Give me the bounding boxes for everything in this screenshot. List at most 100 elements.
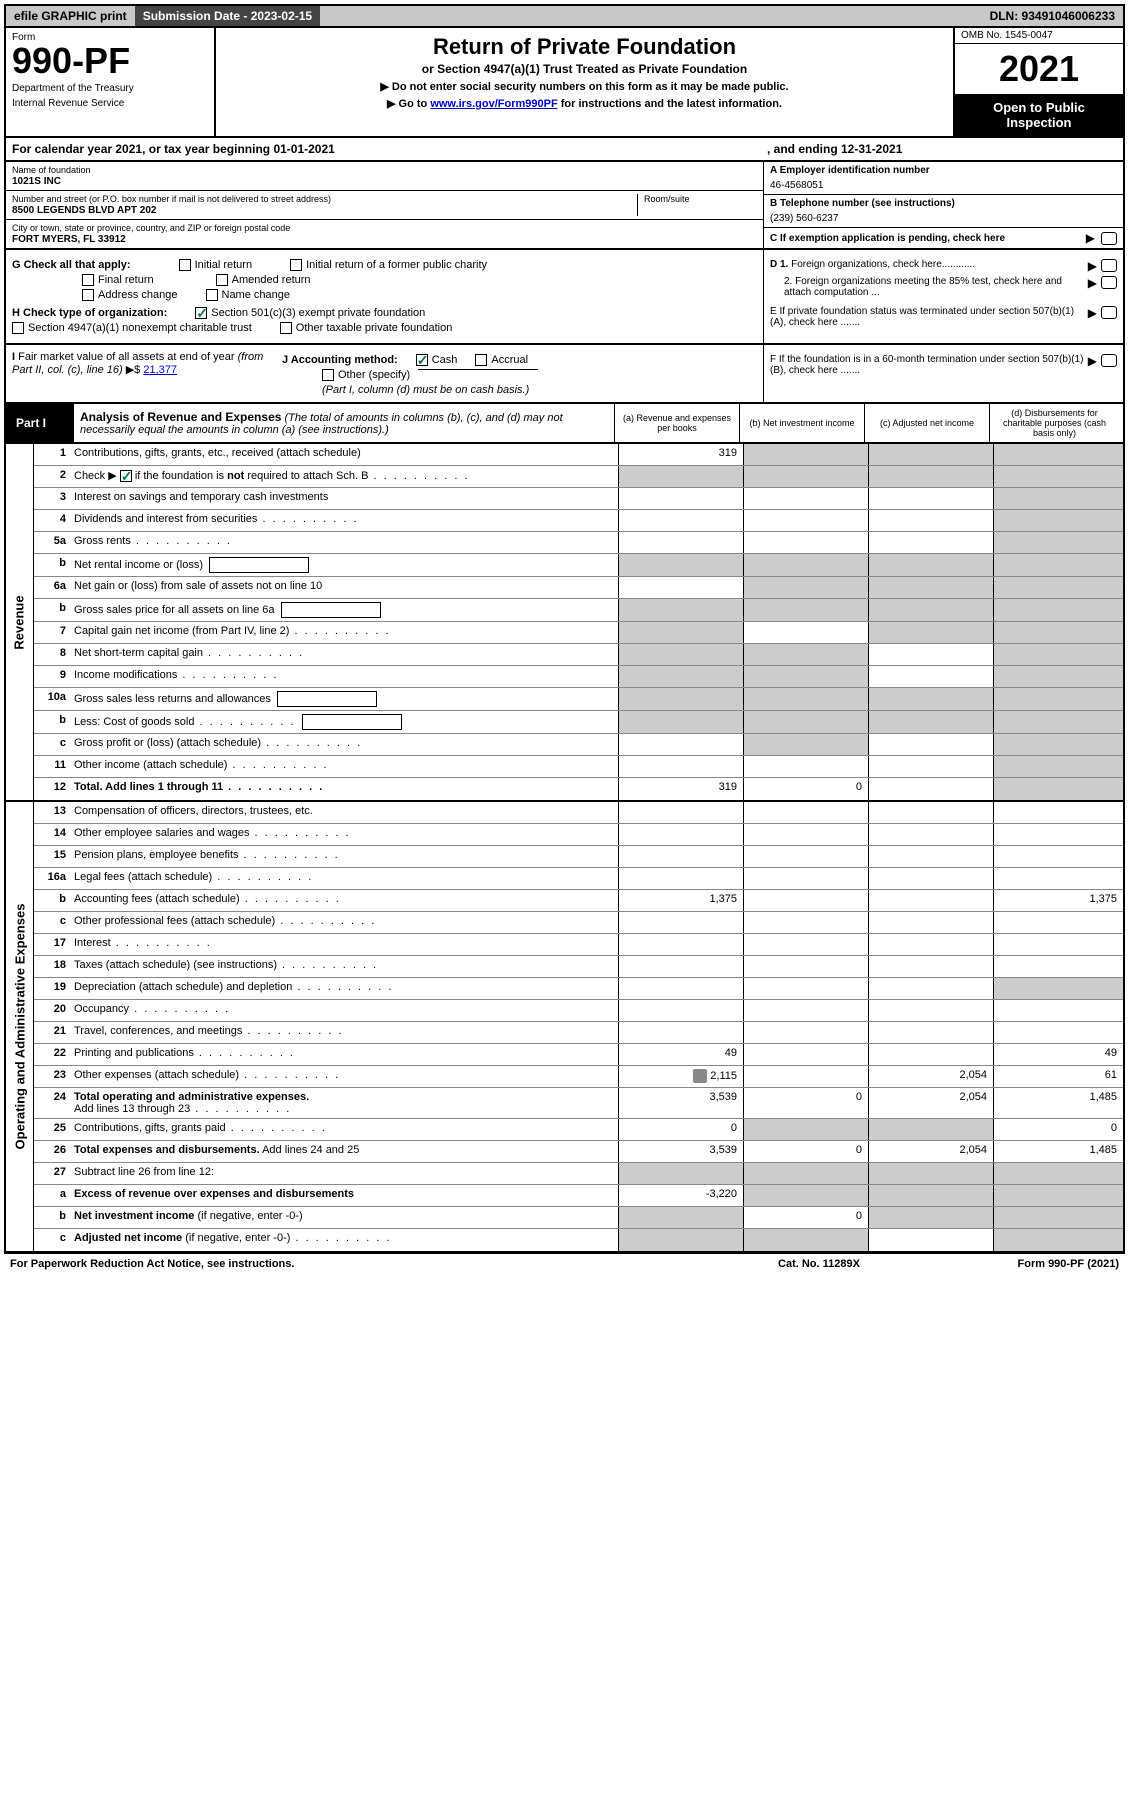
inst-ssn: ▶ Do not enter social security numbers o… bbox=[222, 80, 947, 93]
checks-block-ij: I Fair market value of all assets at end… bbox=[4, 345, 1125, 404]
ein-field: A Employer identification number 46-4568… bbox=[764, 162, 1123, 195]
row-6b: bGross sales price for all assets on lin… bbox=[34, 599, 1123, 622]
omb-number: OMB No. 1545-0047 bbox=[955, 28, 1123, 44]
row-10b: bLess: Cost of goods sold bbox=[34, 711, 1123, 734]
topbar: efile GRAPHIC print Submission Date - 20… bbox=[4, 4, 1125, 28]
60month-checkbox[interactable] bbox=[1101, 354, 1117, 367]
entity-left: Name of foundation 1021S INC Number and … bbox=[6, 162, 763, 248]
expenses-section: Operating and Administrative Expenses 13… bbox=[4, 802, 1125, 1253]
irs-link[interactable]: www.irs.gov/Form990PF bbox=[430, 98, 557, 110]
row-6a: 6aNet gain or (loss) from sale of assets… bbox=[34, 577, 1123, 599]
entity-block: Name of foundation 1021S INC Number and … bbox=[4, 162, 1125, 250]
foreign-85-checkbox[interactable] bbox=[1101, 276, 1117, 289]
exemption-pending-field: C If exemption application is pending, c… bbox=[764, 228, 1123, 248]
form-number: 990-PF bbox=[12, 43, 208, 79]
amended-return-checkbox[interactable] bbox=[216, 274, 228, 286]
row-1: 1Contributions, gifts, grants, etc., rec… bbox=[34, 444, 1123, 466]
checks-block-g: G Check all that apply: Initial return I… bbox=[4, 250, 1125, 345]
revenue-vlabel: Revenue bbox=[6, 444, 34, 800]
row-4: 4Dividends and interest from securities bbox=[34, 510, 1123, 532]
checks-f: F If the foundation is in a 60-month ter… bbox=[763, 345, 1123, 402]
row-13: 13Compensation of officers, directors, t… bbox=[34, 802, 1123, 824]
schb-checkbox[interactable] bbox=[120, 470, 132, 482]
initial-return-checkbox[interactable] bbox=[179, 259, 191, 271]
attach-icon[interactable] bbox=[693, 1069, 707, 1083]
4947-checkbox[interactable] bbox=[12, 322, 24, 334]
row-11: 11Other income (attach schedule) bbox=[34, 756, 1123, 778]
row-8: 8Net short-term capital gain bbox=[34, 644, 1123, 666]
dln: DLN: 93491046006233 bbox=[982, 6, 1123, 26]
initial-former-checkbox[interactable] bbox=[290, 259, 302, 271]
row-27c: cAdjusted net income (if negative, enter… bbox=[34, 1229, 1123, 1251]
form-subtitle: or Section 4947(a)(1) Trust Treated as P… bbox=[222, 62, 947, 76]
header-left: Form 990-PF Department of the Treasury I… bbox=[6, 28, 216, 136]
row-3: 3Interest on savings and temporary cash … bbox=[34, 488, 1123, 510]
cash-checkbox[interactable] bbox=[416, 354, 428, 366]
fmv-link[interactable]: 21,377 bbox=[143, 364, 177, 376]
footer-paperwork: For Paperwork Reduction Act Notice, see … bbox=[10, 1258, 719, 1270]
form-title: Return of Private Foundation bbox=[222, 34, 947, 60]
terminated-checkbox[interactable] bbox=[1101, 306, 1117, 319]
ein: 46-4568051 bbox=[770, 180, 1117, 191]
header-center: Return of Private Foundation or Section … bbox=[216, 28, 953, 136]
header-right: OMB No. 1545-0047 2021 Open to Public In… bbox=[953, 28, 1123, 136]
form-header: Form 990-PF Department of the Treasury I… bbox=[4, 28, 1125, 138]
row-27b: bNet investment income (if negative, ent… bbox=[34, 1207, 1123, 1229]
address-change-checkbox[interactable] bbox=[82, 289, 94, 301]
part1-desc: Analysis of Revenue and Expenses (The to… bbox=[74, 404, 614, 442]
name-change-checkbox[interactable] bbox=[206, 289, 218, 301]
footer-formref: Form 990-PF (2021) bbox=[919, 1258, 1119, 1270]
row-25: 25Contributions, gifts, grants paid00 bbox=[34, 1119, 1123, 1141]
checks-g: G Check all that apply: Initial return I… bbox=[6, 250, 763, 343]
row-21: 21Travel, conferences, and meetings bbox=[34, 1022, 1123, 1044]
row-5a: 5aGross rents bbox=[34, 532, 1123, 554]
row-10a: 10aGross sales less returns and allowanc… bbox=[34, 688, 1123, 711]
accrual-checkbox[interactable] bbox=[475, 354, 487, 366]
row-16b: bAccounting fees (attach schedule)1,3751… bbox=[34, 890, 1123, 912]
501c3-checkbox[interactable] bbox=[195, 307, 207, 319]
col-b-header: (b) Net investment income bbox=[739, 404, 864, 442]
row-19: 19Depreciation (attach schedule) and dep… bbox=[34, 978, 1123, 1000]
col-d-header: (d) Disbursements for charitable purpose… bbox=[989, 404, 1119, 442]
row-18: 18Taxes (attach schedule) (see instructi… bbox=[34, 956, 1123, 978]
row-26: 26Total expenses and disbursements. Add … bbox=[34, 1141, 1123, 1163]
address-field: Number and street (or P.O. box number if… bbox=[6, 191, 763, 220]
arrow-icon: ▶ bbox=[1086, 231, 1095, 245]
footer-catno: Cat. No. 11289X bbox=[719, 1258, 919, 1270]
row-15: 15Pension plans, employee benefits bbox=[34, 846, 1123, 868]
row-16a: 16aLegal fees (attach schedule) bbox=[34, 868, 1123, 890]
inst-link: ▶ Go to www.irs.gov/Form990PF for instru… bbox=[222, 97, 947, 110]
foundation-name: 1021S INC bbox=[12, 176, 757, 187]
row-23: 23Other expenses (attach schedule) 2,115… bbox=[34, 1066, 1123, 1088]
cal-year-end: , and ending 12-31-2021 bbox=[767, 142, 1117, 156]
row-22: 22Printing and publications4949 bbox=[34, 1044, 1123, 1066]
other-taxable-checkbox[interactable] bbox=[280, 322, 292, 334]
row-12: 12Total. Add lines 1 through 113190 bbox=[34, 778, 1123, 800]
calendar-year-row: For calendar year 2021, or tax year begi… bbox=[4, 138, 1125, 162]
dept-treasury: Department of the Treasury bbox=[12, 83, 208, 94]
row-14: 14Other employee salaries and wages bbox=[34, 824, 1123, 846]
other-method-checkbox[interactable] bbox=[322, 369, 334, 381]
row-20: 20Occupancy bbox=[34, 1000, 1123, 1022]
efile-label: efile GRAPHIC print bbox=[6, 6, 135, 26]
checks-ij: I Fair market value of all assets at end… bbox=[6, 345, 763, 402]
subdate-label: Submission Date - 2023-02-15 bbox=[135, 6, 320, 26]
row-9: 9Income modifications bbox=[34, 666, 1123, 688]
telephone-field: B Telephone number (see instructions) (2… bbox=[764, 195, 1123, 228]
part1-label: Part I bbox=[6, 404, 74, 442]
city-state-zip: FORT MYERS, FL 33912 bbox=[12, 234, 757, 245]
foreign-org-checkbox[interactable] bbox=[1101, 259, 1117, 272]
topbar-spacer bbox=[320, 6, 981, 26]
dept-irs: Internal Revenue Service bbox=[12, 98, 208, 109]
row-27: 27Subtract line 26 from line 12: bbox=[34, 1163, 1123, 1185]
final-return-checkbox[interactable] bbox=[82, 274, 94, 286]
address: 8500 LEGENDS BLVD APT 202 bbox=[12, 205, 637, 216]
row-16c: cOther professional fees (attach schedul… bbox=[34, 912, 1123, 934]
entity-right: A Employer identification number 46-4568… bbox=[763, 162, 1123, 248]
expenses-vlabel: Operating and Administrative Expenses bbox=[6, 802, 34, 1251]
tax-year: 2021 bbox=[955, 44, 1123, 94]
col-c-header: (c) Adjusted net income bbox=[864, 404, 989, 442]
row-24: 24Total operating and administrative exp… bbox=[34, 1088, 1123, 1119]
exemption-checkbox[interactable] bbox=[1101, 232, 1117, 245]
row-10c: cGross profit or (loss) (attach schedule… bbox=[34, 734, 1123, 756]
